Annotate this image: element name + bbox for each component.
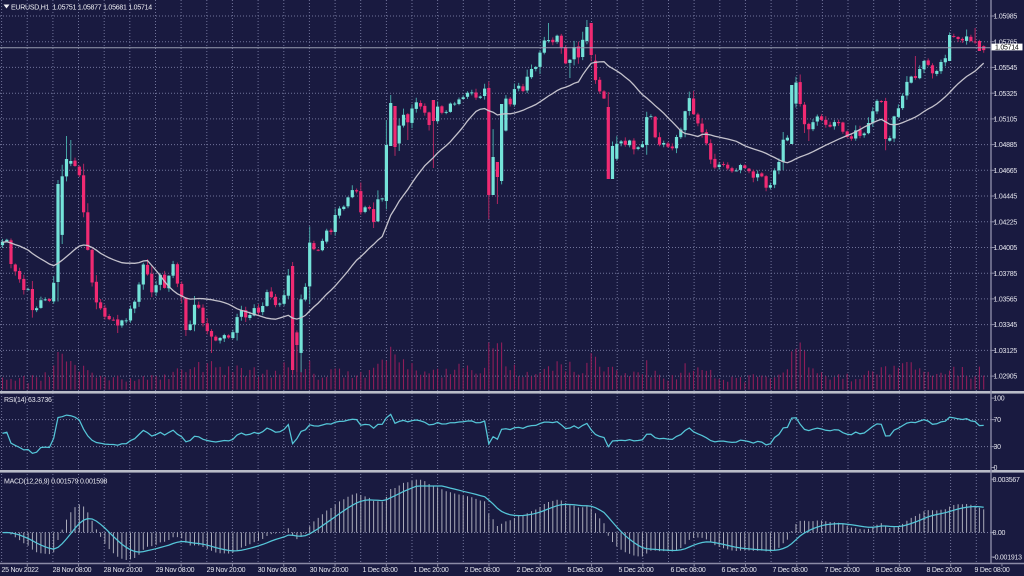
svg-text:29 Nov 20:00: 29 Nov 20:00 — [207, 567, 246, 574]
svg-text:6 Dec 20:00: 6 Dec 20:00 — [722, 567, 757, 574]
svg-text:9 Dec 08:00: 9 Dec 08:00 — [975, 567, 1010, 574]
svg-text:1.03125: 1.03125 — [994, 348, 1018, 355]
svg-text:1.03345: 1.03345 — [994, 322, 1018, 329]
svg-text:1.05985: 1.05985 — [994, 14, 1018, 21]
svg-text:25 Nov 2022: 25 Nov 2022 — [2, 567, 39, 574]
svg-text:1.04665: 1.04665 — [994, 168, 1018, 175]
svg-text:29 Nov 08:00: 29 Nov 08:00 — [156, 567, 195, 574]
svg-text:1.05545: 1.05545 — [994, 65, 1018, 72]
svg-text:0.003567: 0.003567 — [993, 477, 1021, 484]
svg-text:RSI(14) 63.3736: RSI(14) 63.3736 — [4, 397, 52, 404]
svg-text:8 Dec 08:00: 8 Dec 08:00 — [876, 567, 911, 574]
svg-text:1.05325: 1.05325 — [994, 91, 1018, 98]
svg-text:1 Dec 08:00: 1 Dec 08:00 — [363, 567, 398, 574]
svg-text:1.03565: 1.03565 — [994, 297, 1018, 304]
svg-text:70: 70 — [994, 417, 1002, 424]
svg-text:30: 30 — [994, 444, 1002, 451]
svg-text:1.03785: 1.03785 — [994, 271, 1018, 278]
svg-text:1.02905: 1.02905 — [994, 374, 1018, 381]
svg-text:28 Nov 20:00: 28 Nov 20:00 — [104, 567, 143, 574]
svg-text:2 Dec 20:00: 2 Dec 20:00 — [517, 567, 552, 574]
svg-text:100: 100 — [994, 396, 1005, 403]
svg-text:1.04225: 1.04225 — [994, 219, 1018, 226]
svg-text:1.04005: 1.04005 — [994, 245, 1018, 252]
svg-text:7 Dec 20:00: 7 Dec 20:00 — [825, 567, 860, 574]
svg-text:0.00: 0.00 — [993, 530, 1006, 537]
svg-text:EURUSD,H1 1.05751 1.05877 1.0: EURUSD,H1 1.05751 1.05877 1.05681 1.0571… — [11, 5, 152, 12]
svg-text:8 Dec 20:00: 8 Dec 20:00 — [927, 567, 962, 574]
svg-text:1.05105: 1.05105 — [994, 117, 1018, 124]
svg-text:1.05765: 1.05765 — [994, 39, 1018, 46]
svg-text:2 Dec 08:00: 2 Dec 08:00 — [465, 567, 500, 574]
svg-text:1.04885: 1.04885 — [994, 142, 1018, 149]
svg-text:MACD(12,26,9) 0.001579 0.00159: MACD(12,26,9) 0.001579 0.001598 — [4, 479, 108, 486]
svg-text:0: 0 — [994, 465, 998, 472]
svg-text:5 Dec 08:00: 5 Dec 08:00 — [568, 567, 603, 574]
svg-text:1 Dec 20:00: 1 Dec 20:00 — [414, 567, 449, 574]
svg-text:-0.001913: -0.001913 — [993, 555, 1023, 562]
svg-text:6 Dec 08:00: 6 Dec 08:00 — [671, 567, 706, 574]
svg-text:28 Nov 08:00: 28 Nov 08:00 — [53, 567, 92, 574]
svg-text:7 Dec 08:00: 7 Dec 08:00 — [773, 567, 808, 574]
svg-text:1.04445: 1.04445 — [994, 194, 1018, 201]
svg-text:30 Nov 08:00: 30 Nov 08:00 — [258, 567, 297, 574]
svg-text:5 Dec 20:00: 5 Dec 20:00 — [619, 567, 654, 574]
svg-text:1.05714: 1.05714 — [995, 45, 1019, 52]
svg-text:30 Nov 20:00: 30 Nov 20:00 — [310, 567, 349, 574]
